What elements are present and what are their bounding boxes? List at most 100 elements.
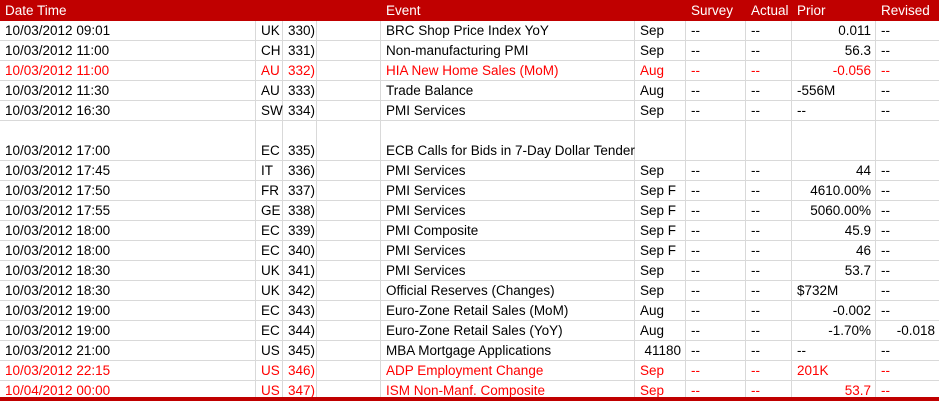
cell-actual[interactable]: -- [746,241,792,261]
cell-period[interactable]: Sep [635,361,686,381]
cell-num[interactable]: 336) [283,161,317,181]
cell-revised[interactable]: -- [876,41,939,61]
cell-period[interactable]: Sep F [635,221,686,241]
cell-actual[interactable]: -- [746,341,792,361]
cell-period[interactable]: Aug [635,81,686,101]
cell-date[interactable]: 10/03/2012 11:30 [0,81,256,101]
cell-prior[interactable]: -556M [792,81,876,101]
cell-revised[interactable]: -- [876,181,939,201]
cell-prior[interactable]: 5060.00% [792,201,876,221]
cell-date[interactable]: 10/03/2012 17:55 [0,201,256,221]
cell-country[interactable]: EC [256,221,283,241]
cell-period[interactable]: Sep F [635,181,686,201]
cell-event[interactable]: Euro-Zone Retail Sales (YoY) [381,321,635,341]
cell-num[interactable]: 343) [283,301,317,321]
cell-event[interactable]: MBA Mortgage Applications [381,341,635,361]
cell-actual[interactable]: -- [746,361,792,381]
cell-period[interactable]: Aug [635,61,686,81]
cell-num[interactable]: 342) [283,281,317,301]
cell-period[interactable]: Sep [635,161,686,181]
cell-country[interactable]: UK [256,21,283,41]
cell-survey[interactable]: -- [686,361,746,381]
cell-date[interactable]: 10/03/2012 18:00 [0,241,256,261]
cell-revised[interactable]: -- [876,101,939,121]
cell-blank[interactable] [317,361,381,381]
cell-blank[interactable] [317,81,381,101]
cell-period[interactable]: Sep [635,21,686,41]
cell-actual[interactable] [746,121,792,161]
cell-country[interactable]: GE [256,201,283,221]
cell-revised[interactable]: -- [876,261,939,281]
cell-actual[interactable]: -- [746,101,792,121]
cell-date[interactable]: 10/03/2012 17:50 [0,181,256,201]
cell-actual[interactable]: -- [746,41,792,61]
col-header-period[interactable] [635,0,686,21]
cell-period[interactable]: Sep F [635,241,686,261]
cell-actual[interactable]: -- [746,61,792,81]
cell-blank[interactable] [317,41,381,61]
cell-blank[interactable] [317,101,381,121]
cell-event[interactable]: HIA New Home Sales (MoM) [381,61,635,81]
cell-survey[interactable]: -- [686,61,746,81]
cell-period[interactable]: Sep [635,41,686,61]
cell-date[interactable]: 10/03/2012 22:15 [0,361,256,381]
cell-survey[interactable]: -- [686,41,746,61]
cell-date[interactable]: 10/03/2012 11:00 [0,41,256,61]
cell-survey[interactable]: -- [686,81,746,101]
cell-num[interactable]: 340) [283,241,317,261]
cell-prior[interactable]: -0.002 [792,301,876,321]
cell-country[interactable]: US [256,341,283,361]
cell-period[interactable]: Aug [635,301,686,321]
cell-event[interactable]: PMI Services [381,101,635,121]
cell-prior[interactable] [792,121,876,161]
cell-num[interactable]: 335) [283,121,317,161]
cell-country[interactable]: EC [256,241,283,261]
cell-survey[interactable]: -- [686,21,746,41]
cell-country[interactable]: UK [256,261,283,281]
col-header-event[interactable]: Event [381,0,635,21]
cell-prior[interactable]: 53.7 [792,261,876,281]
cell-date[interactable]: 10/03/2012 09:01 [0,21,256,41]
cell-period[interactable]: Aug [635,321,686,341]
cell-actual[interactable]: -- [746,181,792,201]
cell-country[interactable]: AU [256,61,283,81]
cell-survey[interactable] [686,121,746,161]
cell-revised[interactable]: -- [876,161,939,181]
col-header-number[interactable] [283,0,317,21]
cell-survey[interactable]: -- [686,261,746,281]
cell-survey[interactable]: -- [686,241,746,261]
cell-country[interactable]: SW [256,101,283,121]
cell-survey[interactable]: -- [686,201,746,221]
cell-date[interactable]: 10/03/2012 18:30 [0,261,256,281]
cell-blank[interactable] [317,241,381,261]
cell-blank[interactable] [317,341,381,361]
cell-event[interactable]: PMI Services [381,161,635,181]
cell-revised[interactable]: -0.018 [876,321,939,341]
col-header-country[interactable] [256,0,283,21]
cell-date[interactable]: 10/03/2012 19:00 [0,301,256,321]
cell-country[interactable]: EC [256,321,283,341]
cell-date[interactable]: 10/03/2012 11:00 [0,61,256,81]
cell-num[interactable]: 337) [283,181,317,201]
cell-event[interactable]: BRC Shop Price Index YoY [381,21,635,41]
cell-period[interactable]: 41180 [635,341,686,361]
cell-date[interactable]: 10/03/2012 21:00 [0,341,256,361]
cell-actual[interactable]: -- [746,281,792,301]
cell-revised[interactable]: -- [876,81,939,101]
cell-date[interactable]: 10/03/2012 18:00 [0,221,256,241]
cell-revised[interactable] [876,121,939,161]
cell-survey[interactable]: -- [686,181,746,201]
cell-blank[interactable] [317,281,381,301]
cell-event[interactable]: PMI Services [381,201,635,221]
cell-revised[interactable]: -- [876,301,939,321]
cell-period[interactable]: Sep [635,261,686,281]
cell-revised[interactable]: -- [876,281,939,301]
cell-actual[interactable]: -- [746,321,792,341]
cell-date[interactable]: 10/03/2012 18:30 [0,281,256,301]
cell-num[interactable]: 330) [283,21,317,41]
col-header-blank[interactable] [317,0,381,21]
cell-actual[interactable]: -- [746,161,792,181]
cell-prior[interactable]: -- [792,341,876,361]
cell-event[interactable]: PMI Composite [381,221,635,241]
cell-num[interactable]: 345) [283,341,317,361]
